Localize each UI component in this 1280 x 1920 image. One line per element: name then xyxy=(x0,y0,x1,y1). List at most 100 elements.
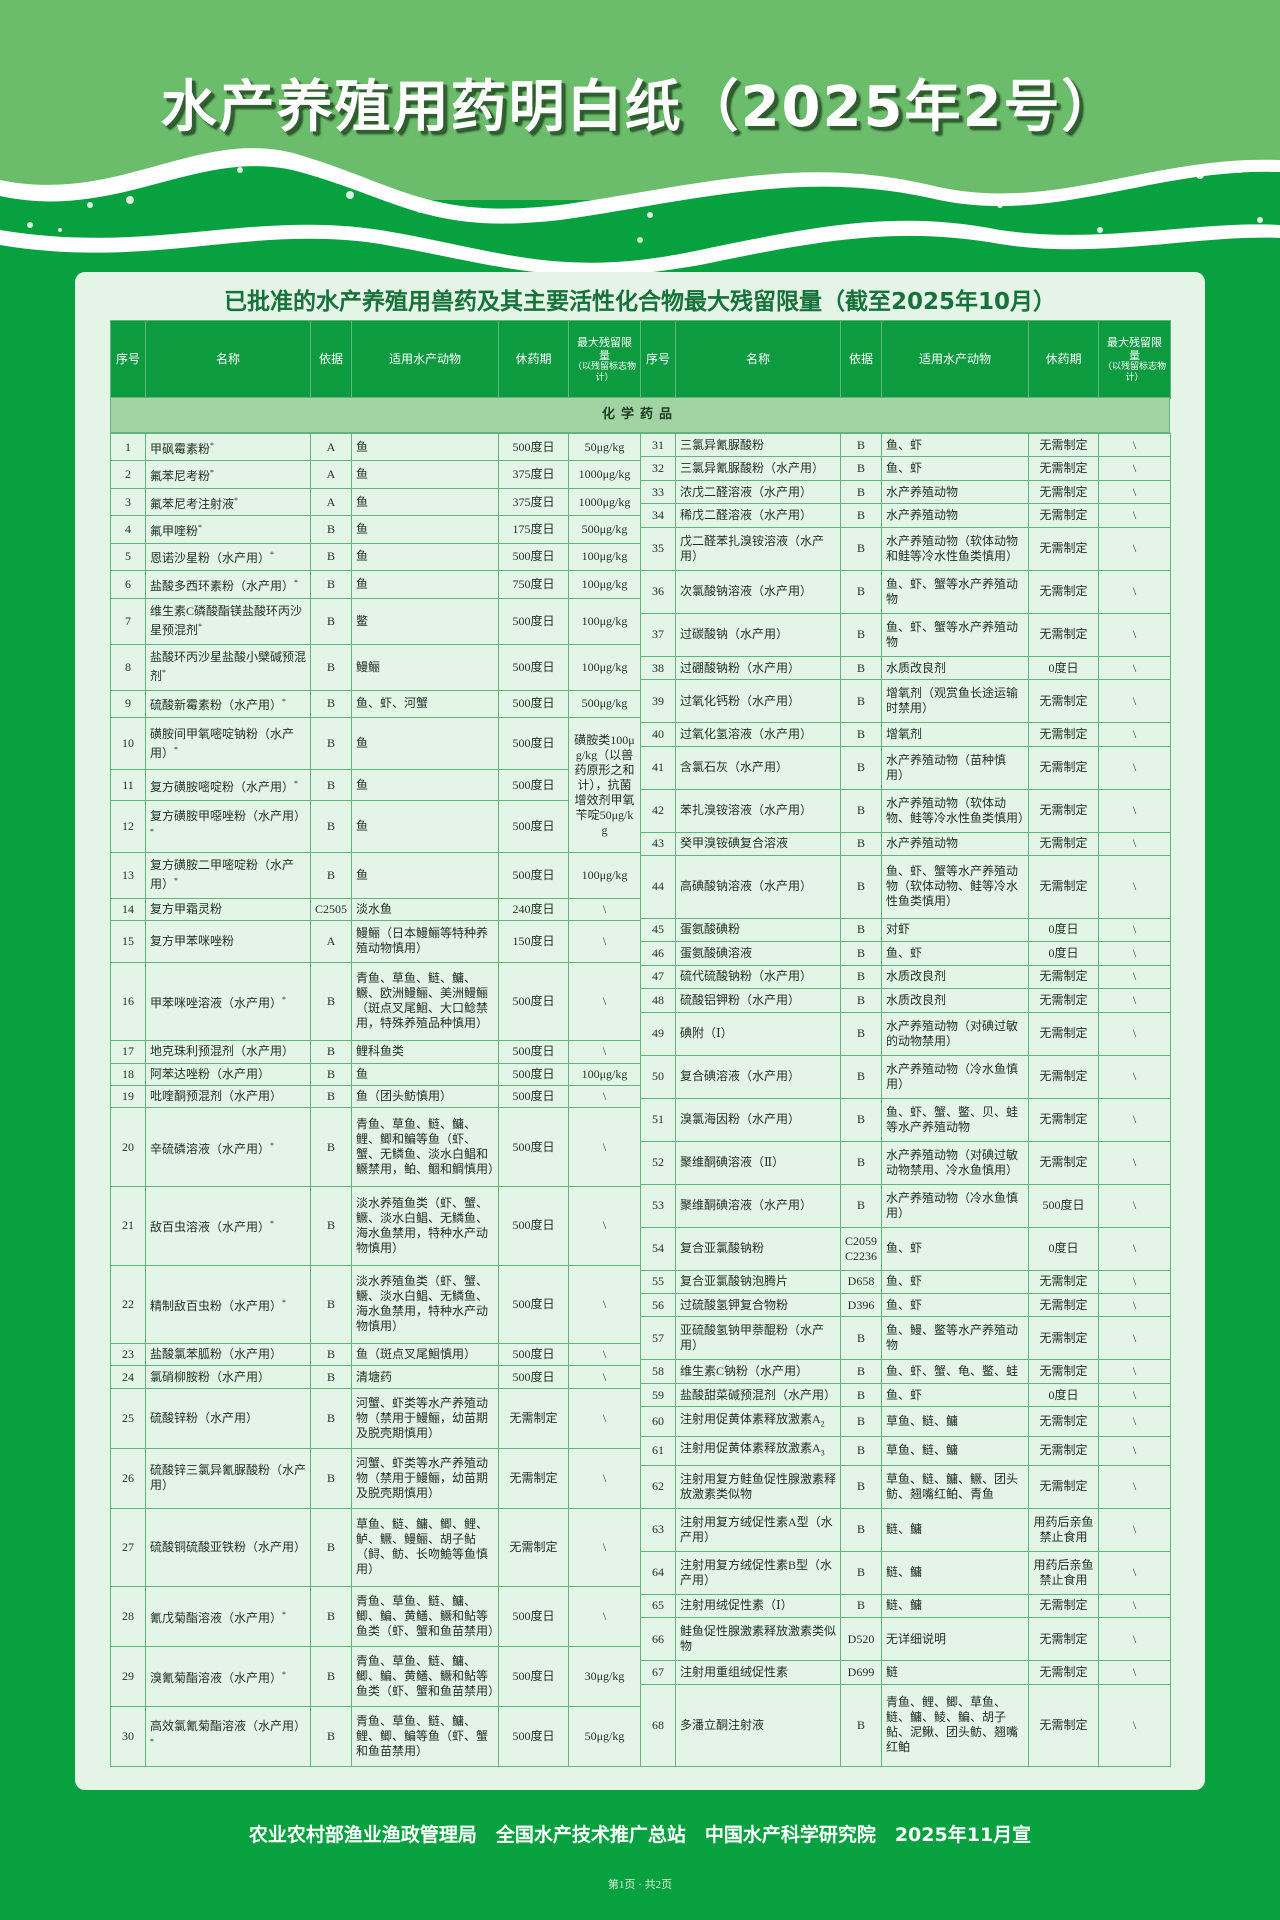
drug-name: 注射用重组绒促性素 xyxy=(680,1664,789,1679)
cell-no: 17 xyxy=(110,1040,146,1064)
cell-basis: D396 xyxy=(840,1292,882,1318)
asterisk-mark: * xyxy=(198,522,203,532)
asterisk-mark: * xyxy=(162,668,167,678)
cell-animals: 青鱼、草鱼、鲢、鳙、鲤、鲫、鳊等鱼（虾、蟹和鱼苗禁用） xyxy=(351,1705,499,1768)
table-row: 18 阿苯达唑粉（水产用） B 鱼 500度日 100μg/kg xyxy=(110,1062,641,1086)
cell-mrl: 50μg/kg xyxy=(568,1705,641,1768)
cell-withdrawal: 无需制定 xyxy=(1028,1435,1099,1466)
cell-no: 34 xyxy=(640,503,676,528)
cell-mrl: \ xyxy=(1098,526,1171,571)
mrl-label: 最大残留限量 xyxy=(577,335,632,362)
drug-name: 阿苯达唑粉（水产用） xyxy=(150,1066,271,1081)
cell-animals: 鲢、鳙 xyxy=(881,1507,1029,1552)
cell-name: 注射用促黄体素释放激素A2 xyxy=(675,1406,841,1437)
cell-name: 注射用促黄体素释放激素A3 xyxy=(675,1435,841,1466)
cell-withdrawal: 500度日 xyxy=(498,597,569,645)
table-row: 24 氯硝柳胺粉（水产用） B 清塘药 500度日 \ xyxy=(110,1365,641,1389)
cell-name: 过硫酸氢钾复合物粉 xyxy=(675,1292,841,1318)
cell-mrl: \ xyxy=(568,1447,641,1509)
cell-no: 21 xyxy=(110,1185,146,1266)
cell-animals: 清塘药 xyxy=(351,1365,499,1389)
cell-withdrawal: 500度日 xyxy=(498,1343,569,1367)
cell-basis: B xyxy=(840,788,882,833)
cell-basis: B xyxy=(310,643,352,691)
cell-name: 硫酸铝钾粉（水产用） xyxy=(675,988,841,1013)
cell-mrl: \ xyxy=(1098,855,1171,919)
cell-basis: B xyxy=(310,1185,352,1266)
cell-basis: B xyxy=(840,1507,882,1552)
cell-mrl: \ xyxy=(1098,1140,1171,1185)
cell-mrl: \ xyxy=(1098,1292,1171,1318)
cell-basis: B xyxy=(310,1264,352,1345)
asterisk-mark: * xyxy=(282,994,287,1004)
cell-name: 过硼酸钠粉（水产用） xyxy=(675,655,841,681)
col-header-no: 序号 xyxy=(110,320,146,399)
cell-animals: 水质改良剂 xyxy=(881,988,1029,1013)
cell-animals: 鱼、虾、蟹、鳖、贝、蛙等水产养殖动物 xyxy=(881,1097,1029,1142)
cell-basis: B xyxy=(840,1011,882,1056)
cell-mrl: 1000μg/kg xyxy=(568,487,641,517)
table-row: 66 鲑鱼促性腺激素释放激素类似物 D520 无详细说明 无需制定 \ xyxy=(640,1617,1171,1662)
cell-basis: B xyxy=(310,717,352,771)
table-row: 17 地克珠利预混剂（水产用） B 鲤科鱼类 500度日 \ xyxy=(110,1040,641,1064)
cell-withdrawal: 无需制定 xyxy=(1028,1011,1099,1056)
cell-withdrawal: 无需制定 xyxy=(1028,722,1099,747)
cell-basis: B xyxy=(840,1140,882,1185)
cell-no: 15 xyxy=(110,920,146,963)
drug-name: 次氯酸钠溶液（水产用） xyxy=(680,584,813,599)
cell-no: 30 xyxy=(110,1705,146,1768)
table-row: 8 盐酸环丙沙星盐酸小檗碱预混剂* B 鳗鲡 500度日 100μg/kg xyxy=(110,643,641,691)
cell-withdrawal: 0度日 xyxy=(1028,941,1099,966)
cell-name: 注射用重组绒促性素 xyxy=(675,1660,841,1685)
asterisk-mark: * xyxy=(234,495,239,505)
col-header-mrl: 最大残留限量 （以残留标志物计） xyxy=(568,320,641,399)
col-header-name: 名称 xyxy=(145,320,311,399)
cell-basis: B xyxy=(310,689,352,719)
cell-name: 聚维酮碘溶液（Ⅱ） xyxy=(675,1140,841,1185)
asterisk-mark: * xyxy=(270,1140,275,1150)
table-row: 46 蛋氨酸碘溶液 B 鱼、虾 0度日 \ xyxy=(640,941,1171,966)
cell-no: 65 xyxy=(640,1593,676,1619)
table-row: 53 聚维酮碘溶液（水产用） B 水产养殖动物（冷水鱼慎用） 500度日 \ xyxy=(640,1183,1171,1228)
cell-no: 29 xyxy=(110,1646,146,1707)
mrl-label: 最大残留限量 xyxy=(1107,335,1162,362)
drug-name: 精制敌百虫粉（水产用） xyxy=(150,1298,283,1313)
drug-name: 复方磺胺二甲嘧啶粉（水产用） xyxy=(150,858,295,892)
drug-name: 聚维酮碘溶液（水产用） xyxy=(680,1198,813,1213)
cell-animals: 鱼 xyxy=(351,432,499,462)
cell-no: 16 xyxy=(110,961,146,1042)
drug-name: 注射用复方绒促性素A型（水产用） xyxy=(680,1514,833,1544)
cell-name: 聚维酮碘溶液（水产用） xyxy=(675,1183,841,1228)
cell-withdrawal: 无需制定 xyxy=(1028,1593,1099,1619)
table-row: 47 硫代硫酸钠粉（水产用） B 水质改良剂 无需制定 \ xyxy=(640,964,1171,990)
cell-name: 注射用复方绒促性素B型（水产用） xyxy=(675,1550,841,1595)
drug-name: 鲑鱼促性腺激素释放激素类似物 xyxy=(680,1624,837,1654)
drug-name: 氯硝柳胺粉（水产用） xyxy=(150,1369,271,1384)
cell-basis: B xyxy=(310,1447,352,1509)
table-row: 19 吡喹酮预混剂（水产用） B 鱼（团头鲂慎用） 500度日 \ xyxy=(110,1084,641,1109)
cell-animals: 水产养殖动物（软体动物、鲑等冷水性鱼类慎用） xyxy=(881,788,1030,833)
cell-mrl: 30μg/kg xyxy=(568,1646,641,1707)
cell-name: 吡喹酮预混剂（水产用） xyxy=(145,1084,311,1109)
cell-name: 高效氯氰菊酯溶液（水产用） * xyxy=(145,1705,311,1768)
table-row: 61 注射用促黄体素释放激素A3 B 草鱼、鲢、鳙 无需制定 \ xyxy=(640,1435,1171,1466)
cell-mrl: 100μg/kg xyxy=(568,570,641,599)
cell-mrl: \ xyxy=(1098,679,1171,724)
cell-mrl: \ xyxy=(1098,1382,1171,1408)
drug-name: 辛硫磷溶液（水产用） xyxy=(150,1141,271,1156)
cell-name: 精制敌百虫粉（水产用）* xyxy=(145,1264,311,1345)
cell-animals: 青鱼、鲤、鲫、草鱼、鲢、鳙、鲮、鳊、胡子鲇、泥鳅、团头鲂、翘嘴红鲌 xyxy=(881,1683,1029,1768)
table-row: 3 氟苯尼考注射液* A 鱼 375度日 1000μg/kg xyxy=(110,487,641,517)
cell-name: 盐酸环丙沙星盐酸小檗碱预混剂* xyxy=(145,643,311,691)
cell-name: 复合碘溶液（水产用） xyxy=(675,1054,841,1099)
cell-name: 阿苯达唑粉（水产用） xyxy=(145,1062,311,1086)
table-row: 12 复方磺胺甲噁唑粉（水产用） * B 鱼 500度日 xyxy=(110,799,641,853)
cell-no: 66 xyxy=(640,1617,676,1662)
drug-name: 吡喹酮预混剂（水产用） xyxy=(150,1089,283,1104)
cell-no: 25 xyxy=(110,1387,146,1449)
name-subscript: 2 xyxy=(820,1419,825,1429)
cell-basis: C2505 xyxy=(310,897,352,922)
cell-animals: 鳗鲡 xyxy=(351,643,499,691)
cell-no: 56 xyxy=(640,1292,676,1318)
drug-name: 聚维酮碘溶液（Ⅱ） xyxy=(680,1155,785,1170)
